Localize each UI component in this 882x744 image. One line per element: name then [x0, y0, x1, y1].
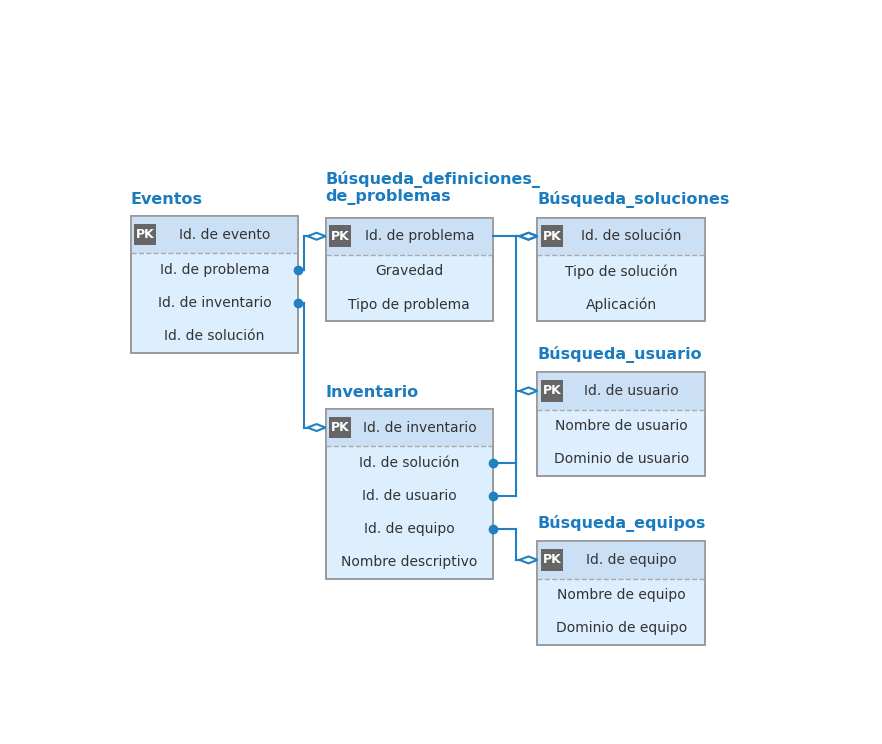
Text: Nombre de usuario: Nombre de usuario [555, 419, 688, 433]
Text: Eventos: Eventos [131, 192, 203, 207]
Text: Id. de usuario: Id. de usuario [362, 489, 457, 503]
Bar [325, 217, 493, 321]
Bar [537, 372, 705, 476]
Bar [537, 217, 705, 321]
Bar [325, 409, 493, 446]
Bar [131, 216, 298, 253]
Text: Búsqueda_equipos: Búsqueda_equipos [537, 515, 706, 532]
Text: PK: PK [331, 421, 349, 434]
Text: PK: PK [331, 230, 349, 243]
Bar [537, 372, 705, 409]
Text: Dominio de usuario: Dominio de usuario [554, 452, 689, 466]
Text: Id. de solución: Id. de solución [164, 329, 265, 343]
Bar [329, 417, 351, 438]
Text: Id. de inventario: Id. de inventario [363, 420, 476, 434]
Text: PK: PK [542, 385, 561, 397]
Bar [541, 549, 563, 571]
Text: Dominio de equipo: Dominio de equipo [556, 621, 687, 635]
Text: Aplicación: Aplicación [586, 298, 657, 312]
Text: Id. de problema: Id. de problema [365, 229, 475, 243]
Text: Id. de equipo: Id. de equipo [364, 522, 455, 536]
Text: Id. de equipo: Id. de equipo [586, 553, 676, 567]
Bar [131, 216, 298, 353]
Bar [537, 542, 705, 645]
Text: Inventario: Inventario [325, 385, 419, 400]
Bar [537, 542, 705, 645]
Text: Id. de usuario: Id. de usuario [584, 384, 679, 398]
Text: PK: PK [542, 554, 561, 566]
Bar [131, 216, 298, 353]
Text: Id. de inventario: Id. de inventario [158, 296, 272, 310]
Text: PK: PK [136, 228, 154, 241]
Bar [541, 380, 563, 402]
Text: Id. de solución: Id. de solución [359, 456, 460, 469]
Bar [537, 372, 705, 476]
Text: Tipo de solución: Tipo de solución [565, 264, 677, 279]
Text: PK: PK [542, 230, 561, 243]
Bar [329, 225, 351, 247]
Text: Gravedad: Gravedad [375, 264, 444, 278]
Text: Nombre descriptivo: Nombre descriptivo [341, 556, 477, 569]
Text: Búsqueda_usuario: Búsqueda_usuario [537, 346, 702, 363]
Bar [537, 542, 705, 579]
Bar [537, 217, 705, 321]
Bar [325, 217, 493, 255]
Bar [325, 409, 493, 579]
Text: Búsqueda_definiciones_: Búsqueda_definiciones_ [325, 171, 541, 187]
Bar [134, 224, 156, 246]
Text: Búsqueda_soluciones: Búsqueda_soluciones [537, 191, 729, 208]
Text: Id. de evento: Id. de evento [179, 228, 271, 242]
Text: Tipo de problema: Tipo de problema [348, 298, 470, 312]
Bar [537, 217, 705, 255]
Text: Id. de solución: Id. de solución [581, 229, 682, 243]
Bar [325, 409, 493, 579]
Bar [325, 217, 493, 321]
Bar [541, 225, 563, 247]
Text: de_problemas: de_problemas [325, 189, 452, 205]
Text: Nombre de equipo: Nombre de equipo [557, 589, 685, 602]
Text: Id. de problema: Id. de problema [160, 263, 269, 277]
